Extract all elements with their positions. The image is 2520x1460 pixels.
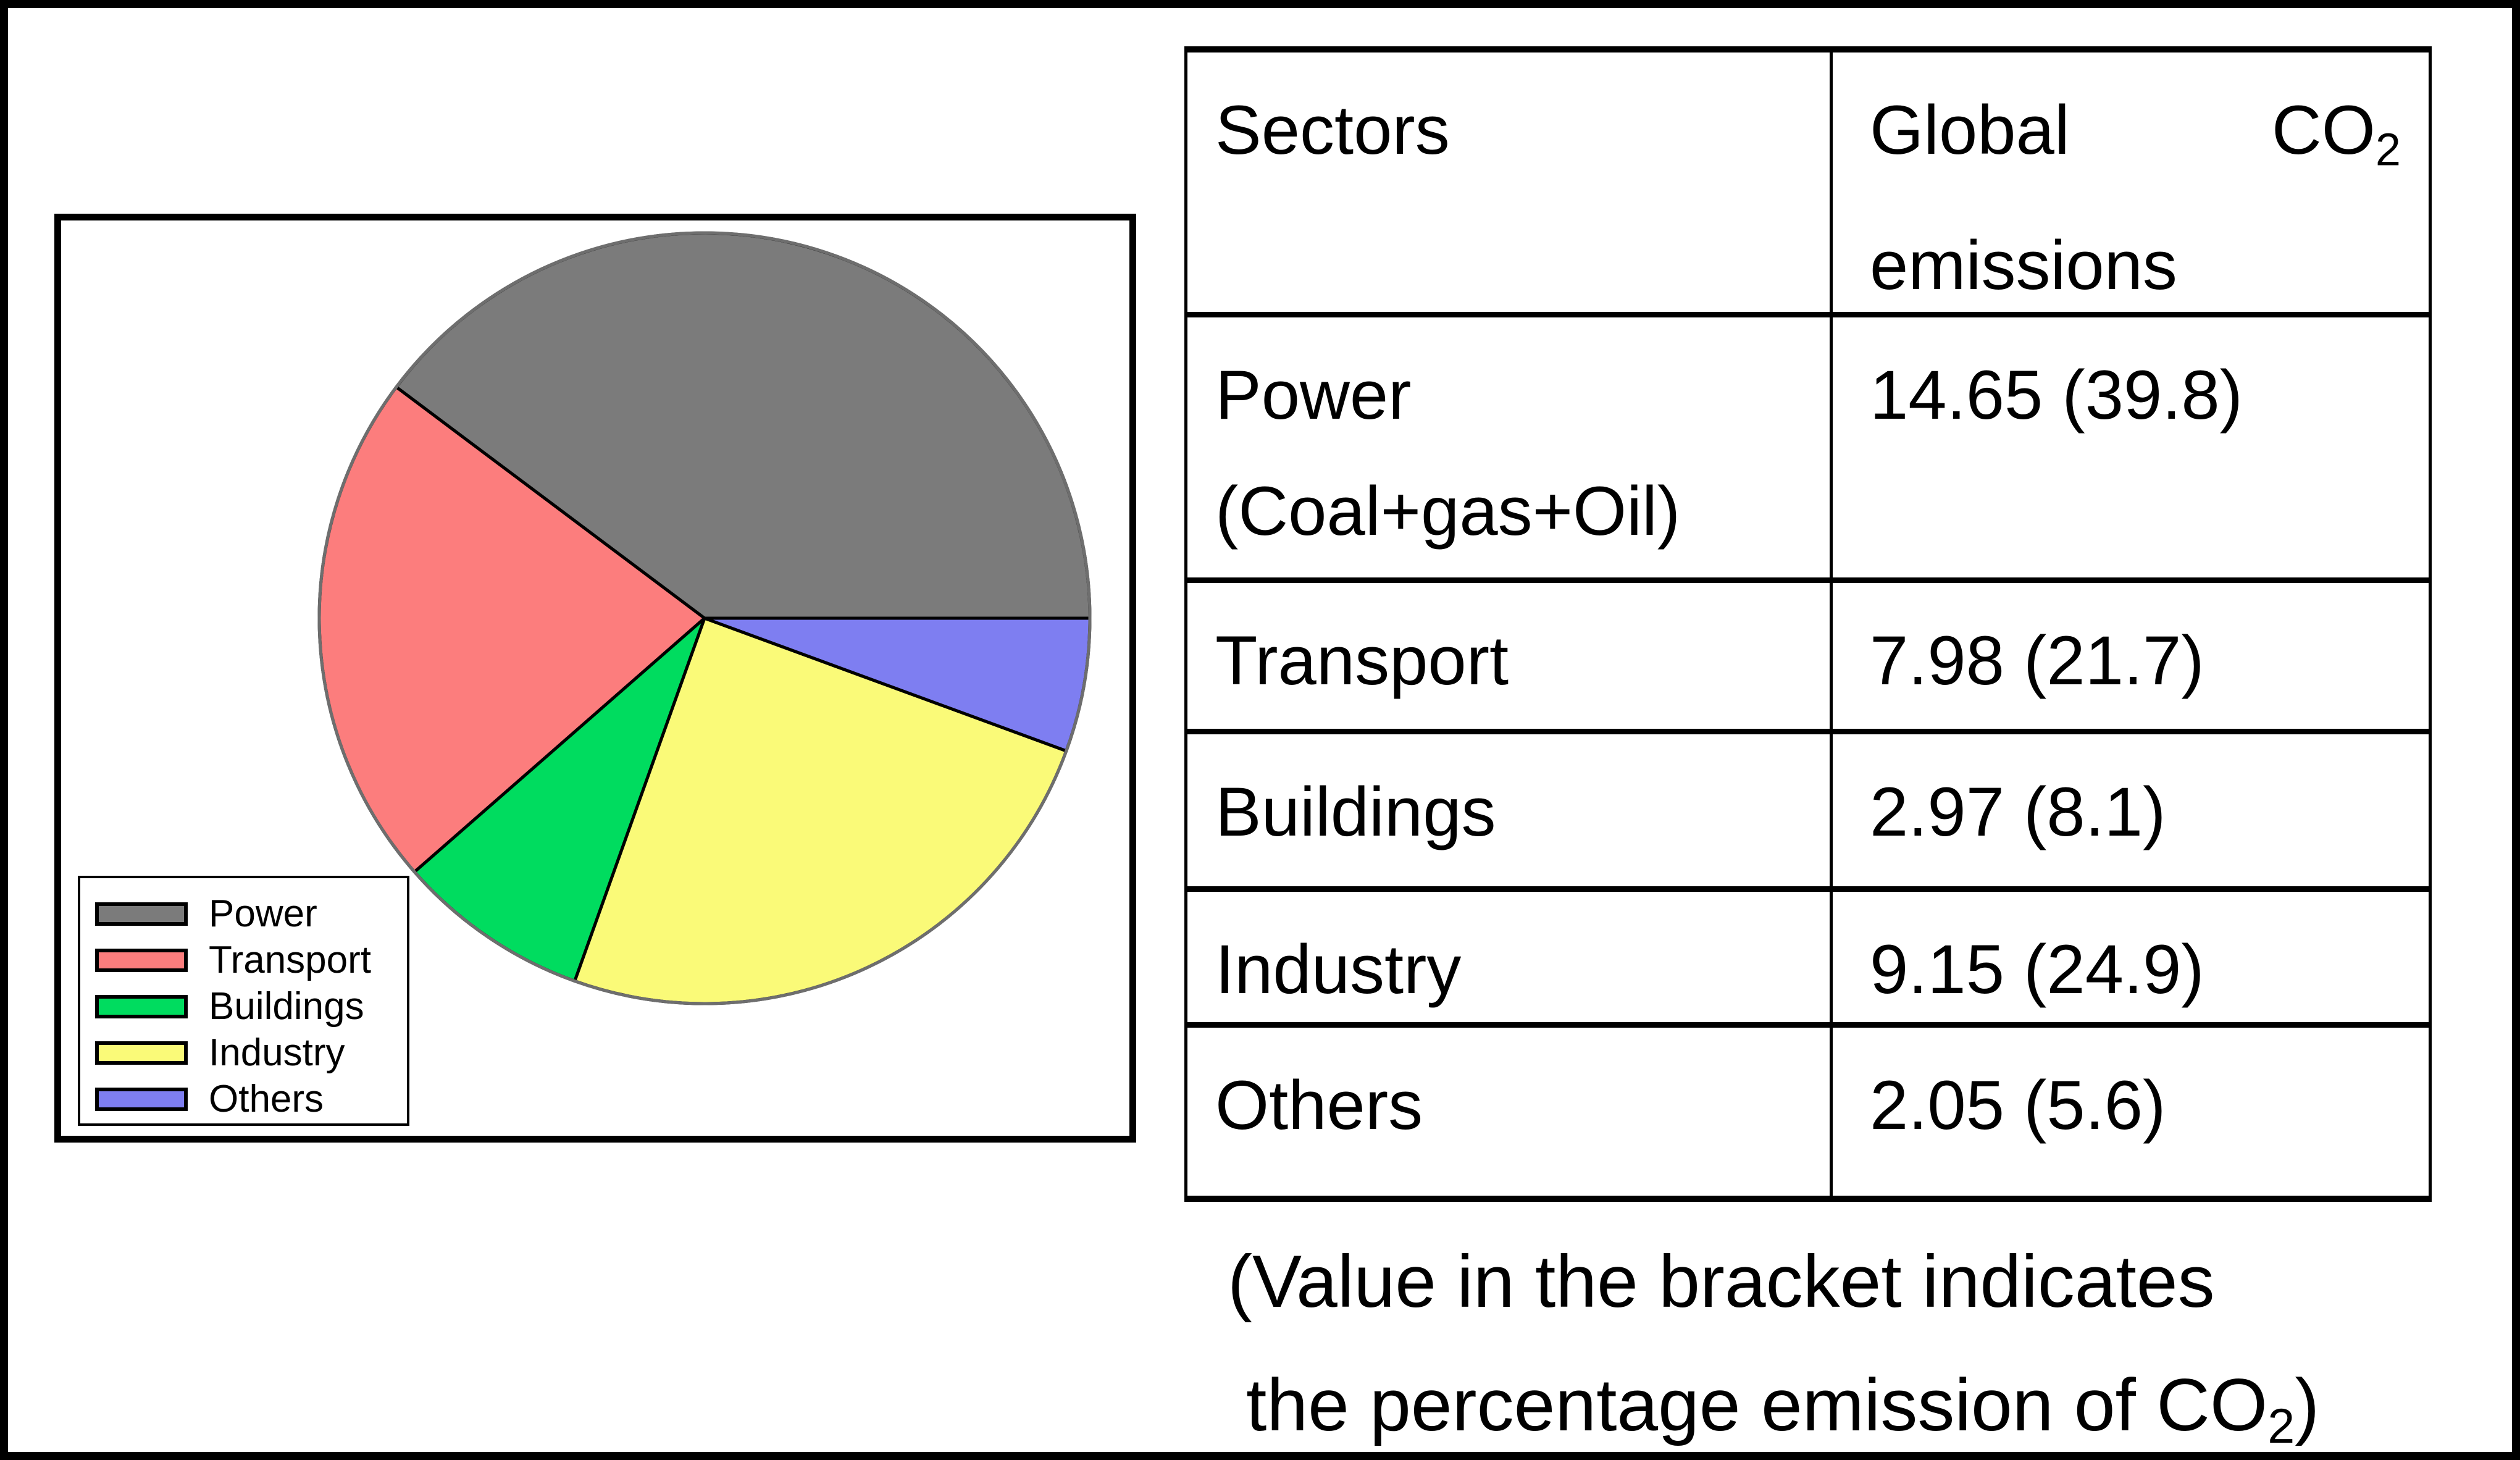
- sector-label: Power: [1215, 356, 1412, 434]
- table-header-row: Sectors Global CO2 emissions: [1187, 52, 2429, 317]
- bracket-note-line2: the percentage emission of CO2): [1246, 1364, 2320, 1453]
- legend-swatch-buildings: [95, 994, 188, 1018]
- legend-label-power: Power: [209, 892, 317, 935]
- pie-outline: [317, 231, 1092, 1005]
- legend-label-industry: Industry: [209, 1031, 345, 1074]
- header-emissions-line2: emissions: [1870, 227, 2177, 304]
- header-word-global: Global: [1870, 91, 2070, 169]
- cell-sector-industry: Industry: [1187, 892, 1833, 1022]
- header-sectors-label: Sectors: [1215, 91, 1450, 169]
- table-row-industry: Industry 9.15 (24.9): [1187, 892, 2429, 1028]
- legend-swatch-power: [95, 902, 188, 926]
- legend-label-transport: Transport: [209, 938, 372, 981]
- value-label: 14.65 (39.8): [1870, 356, 2243, 434]
- cell-value-buildings: 2.97 (8.1): [1833, 734, 2429, 886]
- sector-label: Buildings: [1215, 773, 1496, 850]
- header-cell-sectors: Sectors: [1187, 52, 1833, 312]
- legend-item-transport: Transport: [95, 937, 407, 983]
- value-label: 2.05 (5.6): [1870, 1067, 2166, 1144]
- cell-value-power: 14.65 (39.8): [1833, 317, 2429, 577]
- legend-swatch-industry: [95, 1041, 188, 1065]
- cell-sector-buildings: Buildings: [1187, 734, 1833, 886]
- header-cell-emissions: Global CO2 emissions: [1833, 52, 2429, 312]
- table-row-others: Others 2.05 (5.6): [1187, 1028, 2429, 1196]
- legend-item-others: Others: [95, 1076, 407, 1122]
- cell-value-others: 2.05 (5.6): [1833, 1028, 2429, 1196]
- sector-label-line2: (Coal+gas+Oil): [1215, 472, 1681, 550]
- legend-swatch-transport: [95, 948, 188, 972]
- pie-chart-svg: [317, 231, 1092, 1005]
- sector-label: Transport: [1215, 622, 1509, 699]
- cell-value-industry: 9.15 (24.9): [1833, 892, 2429, 1022]
- emissions-table: Sectors Global CO2 emissions Power (Coal…: [1184, 46, 2432, 1202]
- value-label: 9.15 (24.9): [1870, 931, 2204, 1008]
- co2-subscript: 2: [2267, 1398, 2295, 1453]
- legend-item-buildings: Buildings: [95, 983, 407, 1030]
- header-emissions-line1: Global CO2: [1870, 72, 2401, 208]
- table-row-transport: Transport 7.98 (21.7): [1187, 583, 2429, 734]
- cell-value-transport: 7.98 (21.7): [1833, 583, 2429, 729]
- sector-label: Industry: [1215, 931, 1462, 1008]
- header-word-co2: CO2: [2271, 91, 2401, 175]
- legend-swatch-others: [95, 1087, 188, 1111]
- cell-sector-power: Power (Coal+gas+Oil): [1187, 317, 1833, 577]
- sector-label: Others: [1215, 1067, 1423, 1144]
- legend-item-industry: Industry: [95, 1030, 407, 1076]
- legend-item-power: Power: [95, 891, 407, 937]
- value-label: 2.97 (8.1): [1870, 773, 2166, 850]
- bracket-note-line1: (Value in the bracket indicates: [1228, 1240, 2215, 1323]
- pie-legend: Power Transport Buildings Industry Other…: [78, 876, 409, 1126]
- bracket-note: (Value in the bracket indicates the perc…: [1228, 1220, 2512, 1453]
- legend-label-others: Others: [209, 1077, 324, 1120]
- cell-sector-others: Others: [1187, 1028, 1833, 1196]
- legend-label-buildings: Buildings: [209, 984, 364, 1028]
- value-label: 7.98 (21.7): [1870, 622, 2204, 699]
- co2-subscript: 2: [2375, 124, 2401, 175]
- table-row-power: Power (Coal+gas+Oil) 14.65 (39.8): [1187, 317, 2429, 583]
- pie-chart-panel: Power Transport Buildings Industry Other…: [54, 214, 1136, 1143]
- cell-sector-transport: Transport: [1187, 583, 1833, 729]
- table-row-buildings: Buildings 2.97 (8.1): [1187, 734, 2429, 892]
